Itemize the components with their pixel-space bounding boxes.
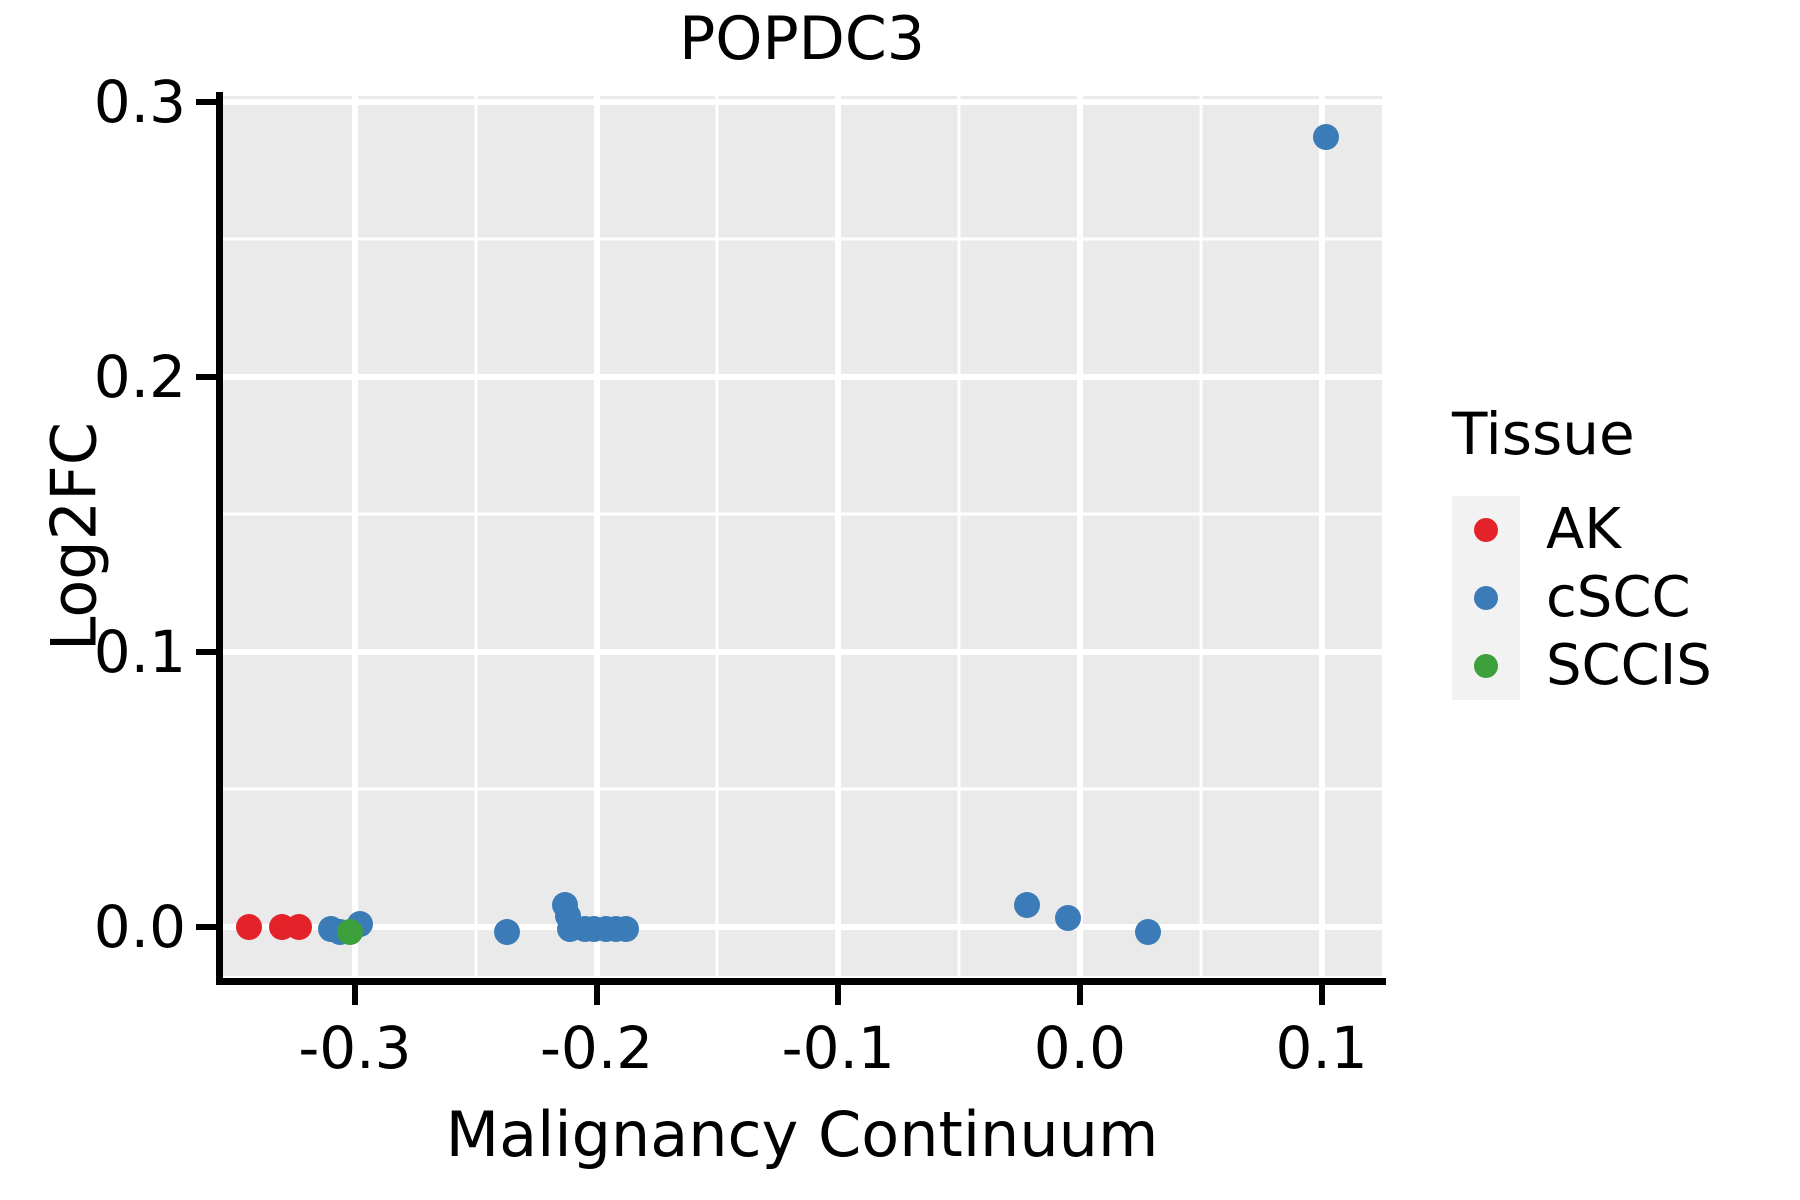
data-point-sccis[interactable]	[337, 919, 364, 945]
x-tick-label: -0.3	[298, 1014, 412, 1082]
y-tick-label: 0.2	[93, 342, 186, 411]
x-tick	[1318, 985, 1325, 1005]
legend-marker-icon	[1474, 654, 1498, 678]
data-point-cscc[interactable]	[1054, 905, 1081, 932]
legend-title: Tissue	[1452, 400, 1635, 468]
data-point-cscc[interactable]	[1313, 124, 1340, 151]
data-point-ak[interactable]	[235, 913, 262, 940]
gridline-major-y	[222, 373, 1382, 380]
y-tick-label: 0.0	[93, 892, 186, 961]
gridline-minor-y	[222, 237, 1382, 241]
legend-item-label: cSCC	[1546, 565, 1691, 630]
plot-panel	[222, 96, 1382, 976]
data-point-cscc[interactable]	[494, 919, 521, 945]
x-tick-label: -0.2	[539, 1014, 654, 1082]
legend-key	[1452, 632, 1520, 700]
legend-item-sccis[interactable]: SCCIS	[1452, 632, 1792, 700]
x-tick-label: 0.1	[1275, 1014, 1368, 1082]
x-tick	[351, 985, 358, 1005]
data-point-ak[interactable]	[286, 913, 313, 940]
gridline-major-y	[222, 648, 1382, 655]
gridline-minor-x	[957, 96, 961, 976]
data-point-cscc[interactable]	[1134, 919, 1161, 945]
x-tick-label: 0.0	[1033, 1014, 1127, 1082]
y-tick	[196, 648, 216, 655]
gridline-major-x	[835, 96, 842, 976]
page-title: POPDC3	[679, 4, 925, 74]
gridline-minor-x	[1199, 96, 1203, 976]
x-tick	[1076, 985, 1083, 1005]
legend-item-ak[interactable]: AK	[1452, 496, 1792, 564]
gridline-minor-y	[222, 512, 1382, 516]
y-tick	[196, 923, 216, 930]
gridline-major-y	[222, 923, 1382, 930]
data-point-cscc[interactable]	[1013, 891, 1040, 918]
gridline-major-x	[351, 96, 358, 976]
legend-key	[1452, 496, 1520, 564]
legend-marker-icon	[1474, 586, 1498, 610]
legend: Tissue AK cSCC SCCIS	[1452, 400, 1792, 700]
x-axis-line	[216, 978, 1386, 985]
x-tick	[593, 985, 600, 1005]
y-tick-label: 0.1	[93, 617, 186, 686]
legend-item-label: SCCIS	[1546, 633, 1712, 698]
data-point-cscc[interactable]	[612, 916, 639, 943]
y-tick	[196, 373, 216, 380]
legend-marker-icon	[1474, 518, 1498, 542]
gridline-minor-x	[474, 96, 478, 976]
gridline-major-x	[1318, 96, 1325, 976]
legend-item-cscc[interactable]: cSCC	[1452, 564, 1792, 632]
x-axis-label: Malignancy Continuum	[445, 1098, 1159, 1171]
y-axis-label: Log2FC	[37, 421, 111, 652]
y-tick	[196, 98, 216, 105]
gridline-major-x	[1076, 96, 1083, 976]
legend-items: AK cSCC SCCIS	[1452, 496, 1792, 700]
gridline-major-x	[593, 96, 600, 976]
y-tick-label: 0.3	[93, 67, 186, 136]
gridline-minor-y	[222, 787, 1382, 791]
gridline-minor-x	[715, 96, 719, 976]
x-tick	[835, 985, 842, 1005]
legend-key	[1452, 564, 1520, 632]
y-axis-line	[216, 92, 223, 984]
gridline-major-y	[222, 98, 1382, 105]
legend-item-label: AK	[1546, 497, 1622, 562]
x-tick-label: -0.1	[781, 1014, 895, 1082]
